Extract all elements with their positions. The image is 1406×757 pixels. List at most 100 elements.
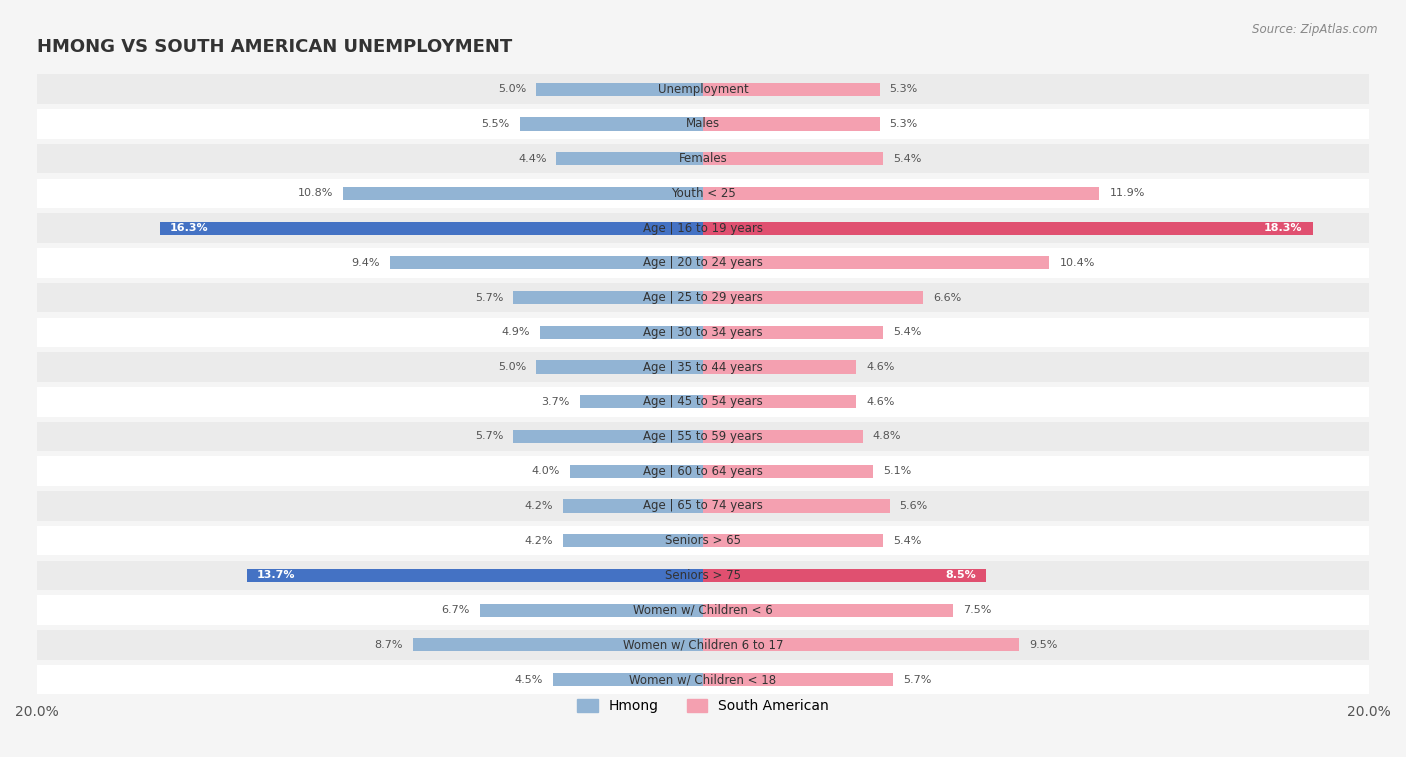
Text: 4.8%: 4.8% <box>873 431 901 441</box>
Bar <box>37 109 1369 139</box>
Text: 5.4%: 5.4% <box>893 327 921 338</box>
Bar <box>37 456 1369 486</box>
Text: 5.7%: 5.7% <box>475 431 503 441</box>
Text: 13.7%: 13.7% <box>257 571 295 581</box>
Bar <box>37 595 1369 625</box>
Bar <box>37 561 1369 590</box>
Text: 5.7%: 5.7% <box>903 674 931 684</box>
Text: Women w/ Children < 18: Women w/ Children < 18 <box>630 673 776 686</box>
Text: 4.4%: 4.4% <box>517 154 547 164</box>
Bar <box>37 248 1369 278</box>
Bar <box>37 387 1369 416</box>
Bar <box>37 526 1369 556</box>
Bar <box>703 83 880 96</box>
Bar <box>37 179 1369 208</box>
Bar <box>37 213 1369 243</box>
Text: 3.7%: 3.7% <box>541 397 569 407</box>
Text: Females: Females <box>679 152 727 165</box>
Bar <box>703 152 883 165</box>
Text: 5.1%: 5.1% <box>883 466 911 476</box>
Bar <box>703 500 890 512</box>
Text: 9.5%: 9.5% <box>1029 640 1057 650</box>
Text: 5.3%: 5.3% <box>890 84 918 94</box>
Bar <box>557 152 703 165</box>
Bar <box>537 83 703 96</box>
Text: Seniors > 65: Seniors > 65 <box>665 534 741 547</box>
Text: Age | 65 to 74 years: Age | 65 to 74 years <box>643 500 763 512</box>
Bar <box>37 74 1369 104</box>
Text: Unemployment: Unemployment <box>658 83 748 95</box>
Bar <box>579 395 703 408</box>
Bar <box>37 422 1369 451</box>
Text: Source: ZipAtlas.com: Source: ZipAtlas.com <box>1253 23 1378 36</box>
Bar <box>553 673 703 686</box>
Text: 8.5%: 8.5% <box>945 571 976 581</box>
Bar <box>569 465 703 478</box>
Text: Age | 16 to 19 years: Age | 16 to 19 years <box>643 222 763 235</box>
Bar <box>703 638 1019 652</box>
Text: 4.6%: 4.6% <box>866 362 894 372</box>
Text: 7.5%: 7.5% <box>963 605 991 615</box>
Bar <box>703 187 1099 200</box>
Bar <box>703 569 986 582</box>
Bar <box>37 630 1369 659</box>
Bar <box>703 534 883 547</box>
Bar <box>703 603 953 617</box>
Bar <box>520 117 703 130</box>
Bar <box>703 430 863 443</box>
Text: 6.7%: 6.7% <box>441 605 470 615</box>
Bar <box>703 291 922 304</box>
Text: 6.6%: 6.6% <box>932 293 962 303</box>
Text: Age | 20 to 24 years: Age | 20 to 24 years <box>643 257 763 269</box>
Bar <box>37 317 1369 347</box>
Bar <box>37 144 1369 173</box>
Text: Age | 45 to 54 years: Age | 45 to 54 years <box>643 395 763 408</box>
Bar <box>343 187 703 200</box>
Text: 5.7%: 5.7% <box>475 293 503 303</box>
Text: 5.5%: 5.5% <box>482 119 510 129</box>
Text: Women w/ Children 6 to 17: Women w/ Children 6 to 17 <box>623 638 783 651</box>
Text: 10.8%: 10.8% <box>298 188 333 198</box>
Bar <box>413 638 703 652</box>
Text: 4.0%: 4.0% <box>531 466 560 476</box>
Text: Age | 25 to 29 years: Age | 25 to 29 years <box>643 291 763 304</box>
Bar <box>703 673 893 686</box>
Bar <box>160 222 703 235</box>
Bar <box>703 222 1313 235</box>
Bar <box>540 326 703 339</box>
Text: 5.4%: 5.4% <box>893 154 921 164</box>
Text: 5.0%: 5.0% <box>498 362 526 372</box>
Text: 5.3%: 5.3% <box>890 119 918 129</box>
Text: Age | 35 to 44 years: Age | 35 to 44 years <box>643 360 763 373</box>
Bar <box>703 257 1049 269</box>
Text: Age | 60 to 64 years: Age | 60 to 64 years <box>643 465 763 478</box>
Bar <box>37 665 1369 694</box>
Bar <box>37 352 1369 382</box>
Legend: Hmong, South American: Hmong, South American <box>571 693 835 718</box>
Text: 9.4%: 9.4% <box>352 258 380 268</box>
Bar <box>703 465 873 478</box>
Text: 10.4%: 10.4% <box>1059 258 1095 268</box>
Text: Seniors > 75: Seniors > 75 <box>665 569 741 582</box>
Bar <box>37 283 1369 313</box>
Bar <box>37 491 1369 521</box>
Text: 4.2%: 4.2% <box>524 536 553 546</box>
Text: 4.6%: 4.6% <box>866 397 894 407</box>
Bar <box>703 117 880 130</box>
Bar <box>703 395 856 408</box>
Text: 11.9%: 11.9% <box>1109 188 1144 198</box>
Text: 5.6%: 5.6% <box>900 501 928 511</box>
Bar <box>564 534 703 547</box>
Bar <box>513 291 703 304</box>
Bar <box>479 603 703 617</box>
Text: Age | 55 to 59 years: Age | 55 to 59 years <box>643 430 763 443</box>
Bar <box>703 360 856 374</box>
Text: 8.7%: 8.7% <box>375 640 404 650</box>
Bar <box>389 257 703 269</box>
Text: 4.5%: 4.5% <box>515 674 543 684</box>
Text: 5.0%: 5.0% <box>498 84 526 94</box>
Text: Women w/ Children < 6: Women w/ Children < 6 <box>633 603 773 617</box>
Text: 16.3%: 16.3% <box>170 223 208 233</box>
Bar <box>703 326 883 339</box>
Bar <box>537 360 703 374</box>
